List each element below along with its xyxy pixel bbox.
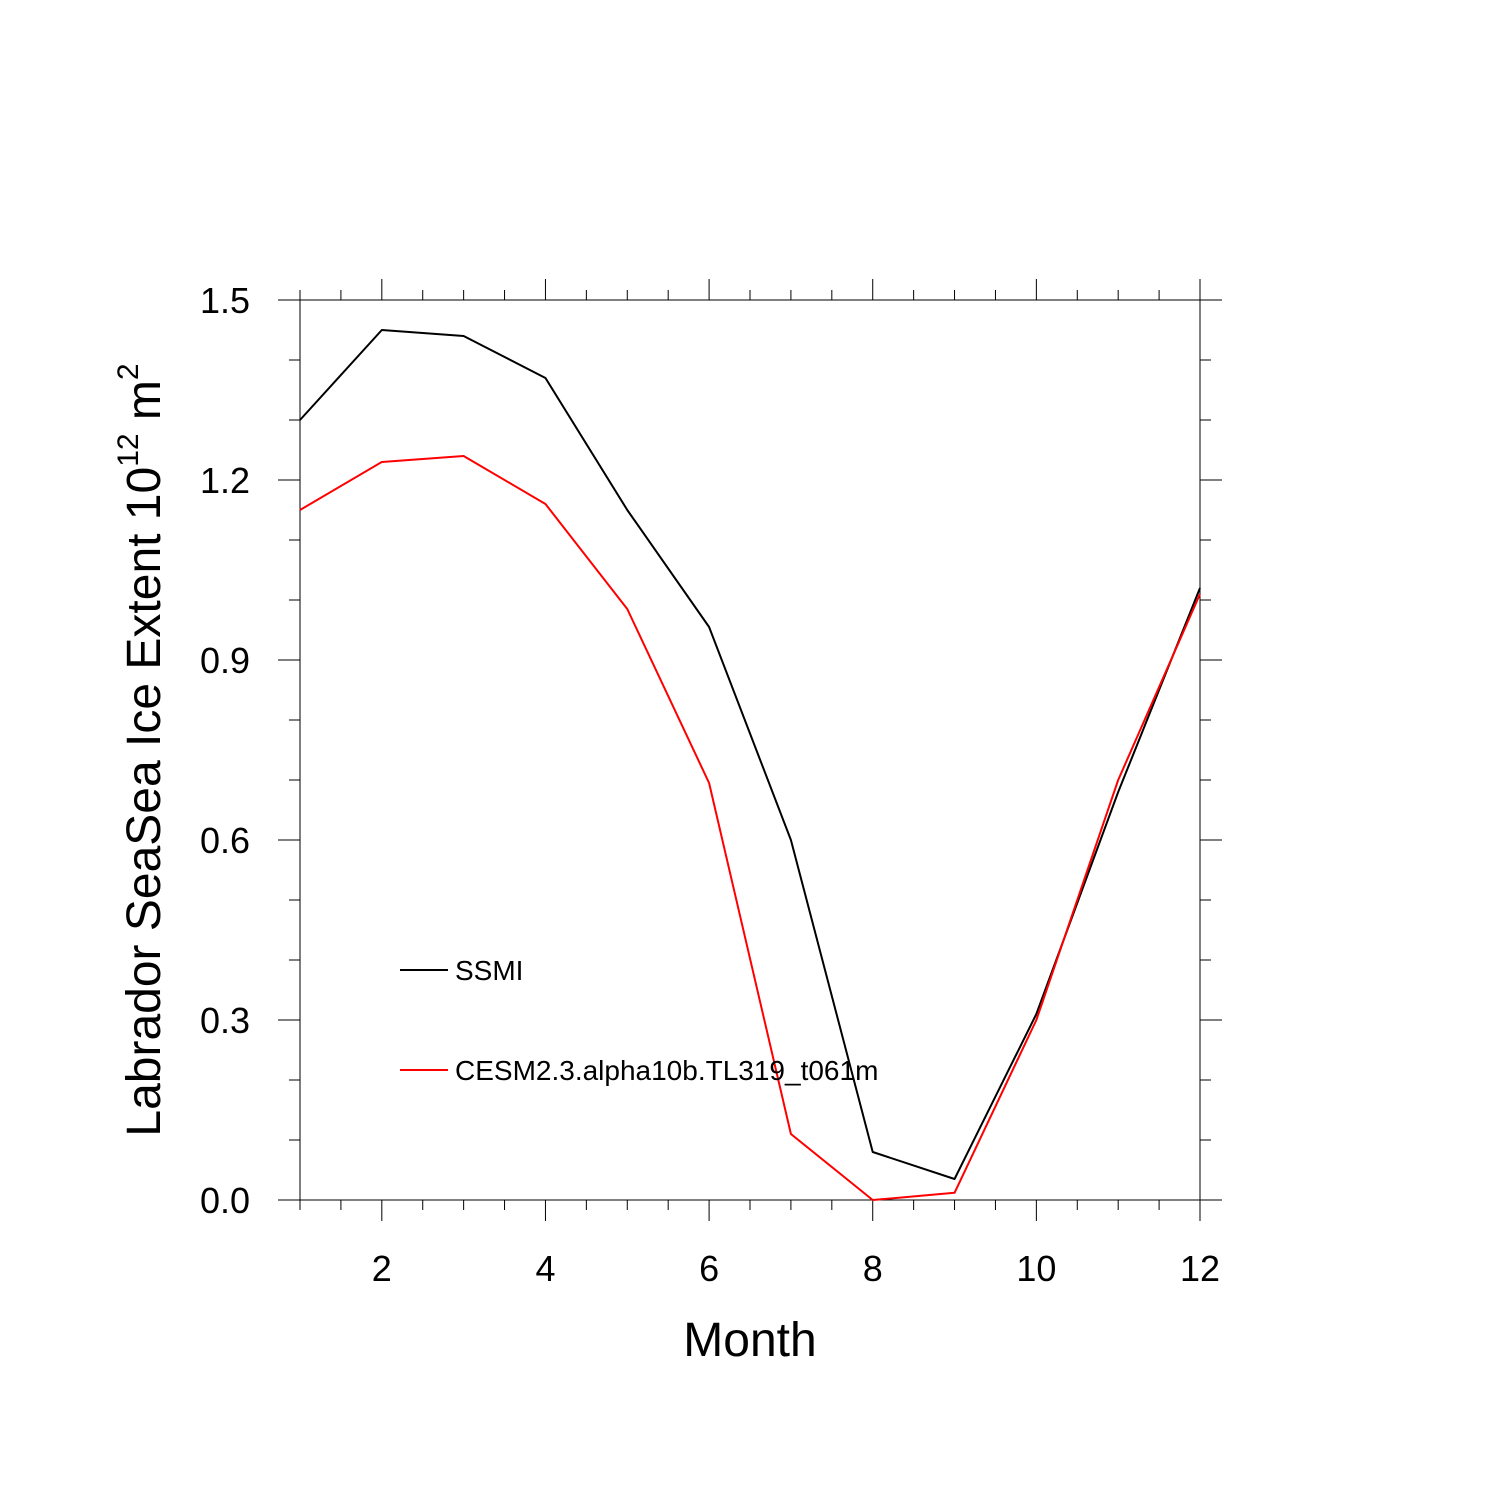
x-tick-label: 2 — [372, 1248, 392, 1289]
x-axis-title: Month — [683, 1314, 816, 1367]
legend: SSMI CESM2.3.alpha10b.TL319_t061m — [400, 955, 878, 1086]
y-tick-label: 0.9 — [200, 640, 250, 681]
y-tick-label: 0.3 — [200, 1000, 250, 1041]
x-tick-label: 12 — [1180, 1248, 1220, 1289]
x-tick-label: 4 — [535, 1248, 555, 1289]
x-tick-label: 10 — [1016, 1248, 1056, 1289]
x-tick-label: 8 — [863, 1248, 883, 1289]
legend-label-cesm: CESM2.3.alpha10b.TL319_t061m — [455, 1055, 878, 1086]
y-tick-label: 1.2 — [200, 460, 250, 501]
y-axis-title-main: Labrador SeaSea Ice Extent 10 — [118, 467, 171, 1137]
legend-label-ssmi: SSMI — [455, 955, 523, 986]
y-tick-label: 0.0 — [200, 1180, 250, 1221]
series-layer — [299, 329, 1201, 1201]
y-axis-title-unit: m — [118, 380, 171, 433]
y-axis-title-sup-unit: 2 — [112, 363, 145, 380]
series-line-cesm — [299, 455, 1201, 1201]
y-tick-label: 0.6 — [200, 820, 250, 861]
x-tick-label: 6 — [699, 1248, 719, 1289]
y-axis-ticks: 0.0 0.3 0.6 0.9 1.2 1.5 — [200, 280, 1222, 1221]
y-axis-title: Labrador SeaSea Ice Extent 1012 m2 — [112, 363, 171, 1136]
y-tick-label: 1.5 — [200, 280, 250, 321]
y-axis-title-sup-exponent: 12 — [112, 433, 145, 466]
x-axis-ticks: 2 4 6 8 10 12 — [299, 279, 1220, 1289]
